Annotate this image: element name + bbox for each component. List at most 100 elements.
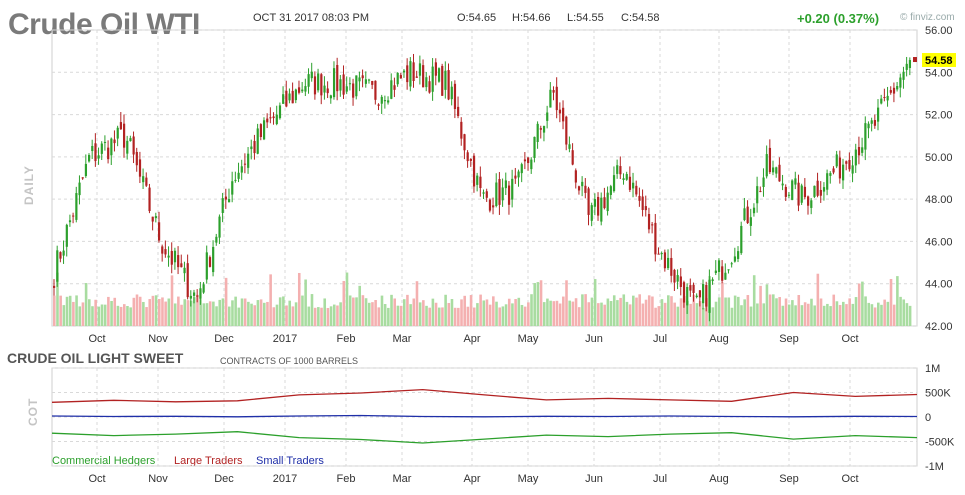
volume-bar <box>886 301 890 326</box>
volume-bar <box>402 299 406 326</box>
candle-body <box>107 147 110 160</box>
candle-body <box>358 77 361 82</box>
candle-body <box>673 269 676 283</box>
candle-body <box>501 187 504 201</box>
candle-body <box>91 145 94 152</box>
volume-bar <box>275 304 279 326</box>
volume-bar <box>469 295 473 326</box>
candle-body <box>705 284 708 307</box>
candle-body <box>670 257 673 276</box>
volume-bar <box>323 298 327 326</box>
candle-body <box>402 70 406 73</box>
candle-body <box>752 207 756 214</box>
volume-bar <box>479 294 482 326</box>
volume-bar <box>632 295 635 326</box>
candle-body <box>336 64 339 92</box>
candle-body <box>622 178 625 180</box>
volume-bar <box>826 303 829 326</box>
candle-body <box>603 197 606 209</box>
volume-bar <box>791 300 794 326</box>
candle-body <box>259 124 262 138</box>
volume-bar <box>647 295 651 326</box>
volume-bar <box>555 300 559 326</box>
candle-body <box>148 187 151 212</box>
price-x-label: Jun <box>585 333 603 345</box>
volume-bar <box>180 304 183 326</box>
candle-body <box>183 267 186 274</box>
volume-bar <box>765 284 769 326</box>
cot-x-label: Oct <box>88 473 105 485</box>
candle-body <box>737 251 740 259</box>
cot-x-label: 2017 <box>273 473 297 485</box>
candle-body <box>186 263 189 298</box>
candle-body <box>94 143 97 162</box>
volume-bar <box>72 301 75 326</box>
candle-body <box>205 252 208 280</box>
volume-bar <box>65 296 69 326</box>
candle-body <box>460 121 463 139</box>
candle-body <box>555 86 558 111</box>
volume-bar <box>409 304 412 326</box>
volume-bar <box>552 301 556 326</box>
volume-bar <box>132 297 136 326</box>
volume-bar <box>399 305 403 326</box>
volume-bar <box>145 307 148 326</box>
candle-body <box>422 65 425 88</box>
volume-bar <box>714 301 718 326</box>
volume-bar <box>857 283 861 326</box>
volume-bar <box>711 307 715 326</box>
candle-body <box>807 196 810 206</box>
candle-body <box>873 120 877 126</box>
volume-bar <box>870 304 874 326</box>
volume-bar <box>752 275 756 326</box>
candle-body <box>514 175 517 179</box>
volume-bar <box>431 298 435 326</box>
candle-body <box>708 279 711 313</box>
volume-bar <box>727 297 731 326</box>
volume-bar <box>676 306 680 326</box>
volume-bar <box>692 294 696 326</box>
candle-body <box>826 173 829 190</box>
candle-body <box>546 112 549 121</box>
volume-bar <box>364 298 368 326</box>
volume-bar <box>247 301 250 326</box>
candle-body <box>800 185 803 203</box>
candle-body <box>301 89 304 92</box>
volume-bar <box>428 307 431 326</box>
volume-bar <box>527 302 530 326</box>
volume-bar <box>546 298 549 326</box>
volume-bar <box>348 295 352 326</box>
candle-body <box>390 80 393 99</box>
candle-body <box>743 208 746 221</box>
candle-body <box>581 181 584 187</box>
candle-body <box>504 180 507 189</box>
candle-body <box>294 89 297 101</box>
datetime-label: OCT 31 2017 08:03 PM <box>253 12 369 24</box>
candle-body <box>269 117 272 119</box>
cot-series-line <box>51 431 918 444</box>
volume-bar <box>638 294 641 326</box>
candles <box>53 53 912 322</box>
volume-bar <box>883 299 886 326</box>
candle-body <box>132 136 135 155</box>
volume-bar <box>135 294 139 326</box>
volume-bar <box>157 299 161 326</box>
volume-bar <box>107 296 110 326</box>
volume-bar <box>803 302 807 326</box>
volume-bar <box>768 294 772 326</box>
brand-label[interactable]: © finviz.com <box>900 12 955 23</box>
volume-bar <box>733 295 737 326</box>
volume-bar <box>533 283 536 326</box>
volume-bar <box>441 307 444 326</box>
volume-bar <box>816 273 820 326</box>
volume-bar <box>221 298 225 326</box>
candle-body <box>157 222 161 241</box>
candle-body <box>562 107 565 122</box>
candle-body <box>145 177 148 186</box>
candle-body <box>600 197 603 222</box>
volume-bar <box>243 298 247 326</box>
candle-body <box>240 166 243 173</box>
candle-body <box>348 83 352 85</box>
candle-body <box>434 62 437 76</box>
volume-bar <box>425 305 428 326</box>
